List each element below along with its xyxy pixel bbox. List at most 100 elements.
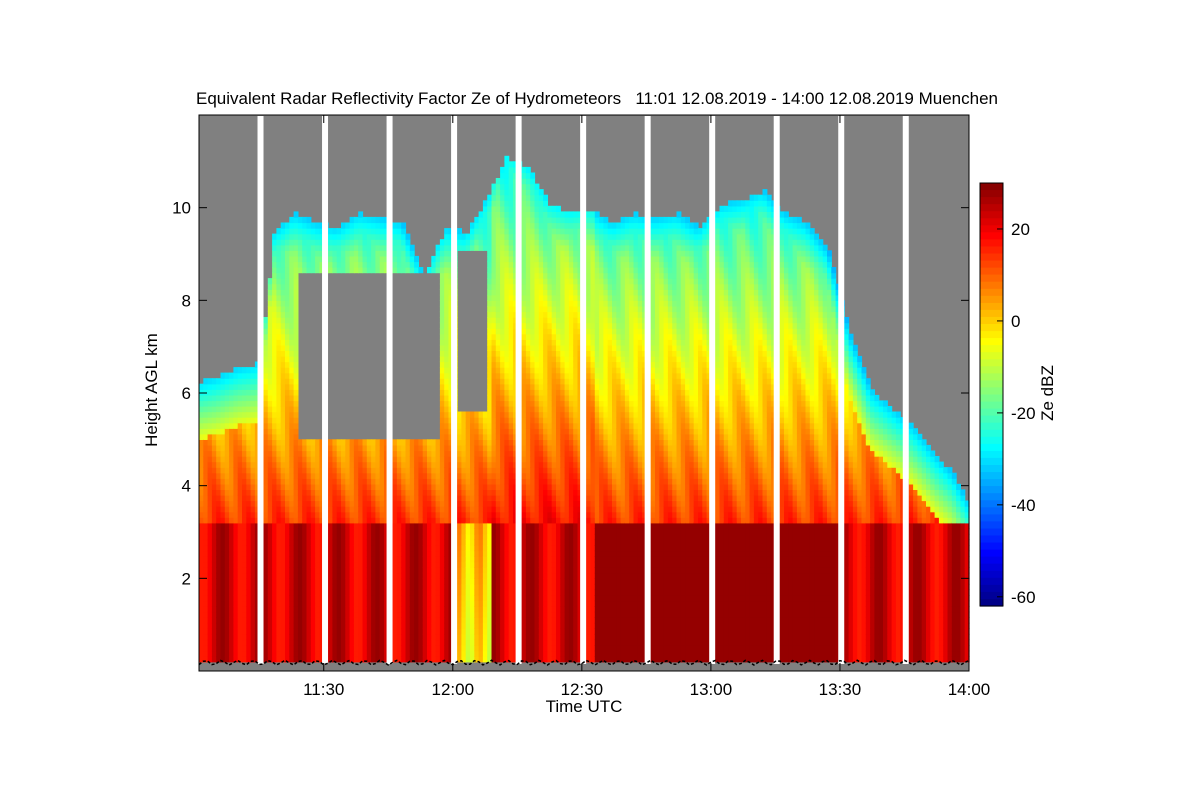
reflectivity-cell [354, 445, 359, 451]
reflectivity-cell [208, 484, 213, 490]
reflectivity-cell [294, 567, 299, 573]
reflectivity-cell [276, 289, 281, 295]
reflectivity-cell [496, 362, 501, 368]
reflectivity-cell [328, 245, 333, 251]
reflectivity-cell [375, 601, 380, 607]
reflectivity-cell [492, 284, 497, 290]
reflectivity-cell [466, 456, 471, 462]
reflectivity-cell [289, 234, 294, 240]
reflectivity-cell [285, 645, 290, 651]
reflectivity-cell [539, 623, 544, 629]
reflectivity-cell [479, 228, 484, 234]
reflectivity-cell [393, 623, 398, 629]
reflectivity-cell [285, 384, 290, 390]
reflectivity-cell [470, 612, 475, 618]
reflectivity-cell [307, 478, 312, 484]
reflectivity-cell [208, 428, 213, 434]
reflectivity-cell [341, 567, 346, 573]
reflectivity-cell [522, 556, 527, 562]
reflectivity-cell [543, 273, 548, 279]
reflectivity-cell [289, 634, 294, 640]
reflectivity-cell [251, 517, 256, 523]
reflectivity-cell [440, 523, 445, 529]
reflectivity-cell [401, 234, 406, 240]
reflectivity-cell [332, 601, 337, 607]
reflectivity-cell [332, 512, 337, 518]
reflectivity-cell [406, 261, 411, 267]
reflectivity-cell [492, 601, 497, 607]
reflectivity-cell [251, 423, 256, 429]
reflectivity-cell [427, 617, 432, 623]
reflectivity-cell [440, 556, 445, 562]
reflectivity-cell [504, 178, 509, 184]
reflectivity-cell [199, 434, 204, 440]
reflectivity-cell [500, 267, 505, 273]
reflectivity-cell [199, 528, 204, 534]
reflectivity-cell [328, 473, 333, 479]
reflectivity-cell [298, 256, 303, 262]
reflectivity-cell [238, 423, 243, 429]
reflectivity-cell [535, 211, 540, 217]
reflectivity-cell [423, 506, 428, 512]
reflectivity-cell [294, 223, 299, 229]
reflectivity-cell [216, 400, 221, 406]
reflectivity-cell [242, 417, 247, 423]
reflectivity-cell [492, 200, 497, 206]
reflectivity-cell [212, 512, 217, 518]
reflectivity-cell [233, 467, 238, 473]
reflectivity-cell [289, 295, 294, 301]
reflectivity-cell [272, 578, 277, 584]
reflectivity-cell [530, 373, 535, 379]
reflectivity-cell [302, 462, 307, 468]
reflectivity-cell [332, 456, 337, 462]
reflectivity-cell [238, 478, 243, 484]
reflectivity-cell [539, 573, 544, 579]
reflectivity-cell [289, 284, 294, 290]
reflectivity-cell [281, 628, 286, 634]
reflectivity-cell [371, 539, 376, 545]
reflectivity-cell [276, 484, 281, 490]
reflectivity-cell [440, 250, 445, 256]
reflectivity-cell [208, 501, 213, 507]
reflectivity-cell [311, 590, 316, 596]
reflectivity-cell [401, 245, 406, 251]
reflectivity-cell [264, 506, 269, 512]
reflectivity-cell [418, 623, 423, 629]
reflectivity-cell [535, 606, 540, 612]
reflectivity-cell [539, 584, 544, 590]
reflectivity-cell [264, 601, 269, 607]
reflectivity-cell [526, 384, 531, 390]
reflectivity-cell [401, 445, 406, 451]
reflectivity-cell [539, 484, 544, 490]
reflectivity-cell [414, 573, 419, 579]
reflectivity-cell [285, 334, 290, 340]
reflectivity-cell [229, 601, 234, 607]
reflectivity-cell [315, 556, 320, 562]
reflectivity-cell [328, 539, 333, 545]
reflectivity-cell [539, 378, 544, 384]
reflectivity-cell [530, 467, 535, 473]
reflectivity-cell [350, 462, 355, 468]
reflectivity-cell [375, 595, 380, 601]
reflectivity-cell [492, 628, 497, 634]
reflectivity-cell [294, 590, 299, 596]
reflectivity-cell [509, 306, 514, 312]
reflectivity-cell [393, 478, 398, 484]
reflectivity-cell [457, 617, 462, 623]
reflectivity-cell [423, 473, 428, 479]
reflectivity-cell [225, 384, 230, 390]
reflectivity-cell [264, 328, 269, 334]
reflectivity-cell [440, 606, 445, 612]
reflectivity-cell [233, 445, 238, 451]
reflectivity-cell [285, 551, 290, 557]
reflectivity-cell [363, 651, 368, 657]
reflectivity-cell [393, 556, 398, 562]
reflectivity-cell [363, 573, 368, 579]
reflectivity-cell [276, 328, 281, 334]
reflectivity-cell [509, 506, 514, 512]
reflectivity-cell [496, 384, 501, 390]
reflectivity-cell [500, 384, 505, 390]
reflectivity-cell [272, 656, 277, 662]
reflectivity-cell [440, 562, 445, 568]
reflectivity-cell [233, 456, 238, 462]
